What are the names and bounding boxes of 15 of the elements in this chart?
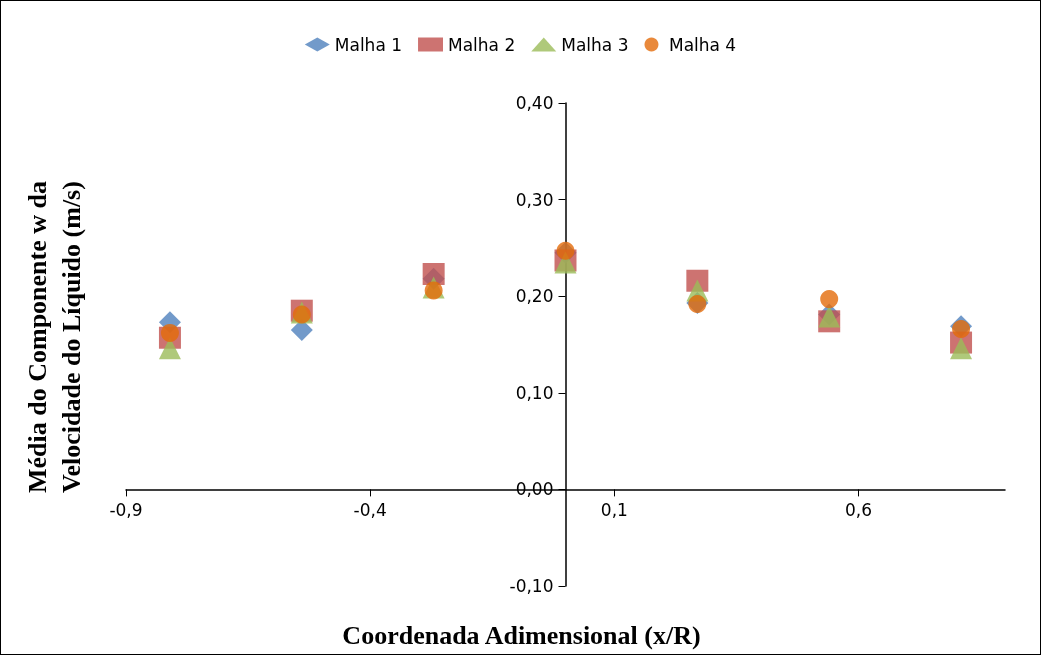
y-axis-title: Média do Componente w da Velocidade do Líquido (m/s) — [22, 180, 87, 495]
x-tick-label: 0,6 — [844, 499, 873, 520]
y-tick-label: 0,30 — [515, 189, 554, 210]
legend-label: Malha 4 — [668, 34, 737, 55]
legend-label: Malha 3 — [561, 34, 629, 55]
y-tick-label: 0,20 — [515, 286, 554, 307]
x-tick-label: -0,9 — [109, 499, 143, 520]
x-tick-label: -0,4 — [353, 499, 387, 520]
legend-label: Malha 1 — [334, 34, 403, 55]
y-tick-label: 0,10 — [515, 382, 554, 403]
legend-label: Malha 2 — [448, 34, 516, 55]
y-tick-label: 0,40 — [515, 93, 554, 113]
x-axis-title: Coordenada Adimensional (x/R) — [341, 620, 702, 652]
y-tick-label: -0,10 — [509, 576, 554, 596]
x-tick-label: 0,1 — [600, 499, 628, 520]
